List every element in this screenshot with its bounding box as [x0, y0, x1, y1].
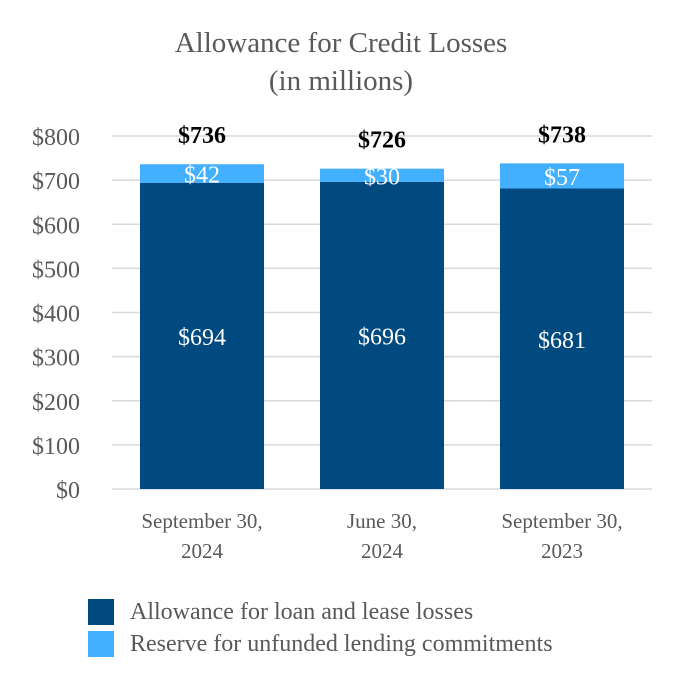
legend-item-unfunded: Reserve for unfunded lending commitments: [88, 628, 553, 660]
y-tick-label: $400: [32, 302, 80, 328]
bars: $694 $42 $736 $696 $30 $726 $681 $57 $738: [140, 122, 624, 490]
data-label-unfunded: $42: [184, 163, 220, 189]
total-label: $738: [538, 122, 586, 148]
y-tick-label: $500: [32, 257, 80, 283]
x-tick-label: June 30,: [347, 509, 417, 533]
x-tick-label: 2024: [181, 539, 224, 563]
y-tick-label: $600: [32, 213, 80, 239]
legend-item-loan-lease: Allowance for loan and lease losses: [88, 596, 553, 628]
y-tick-label: $300: [32, 346, 80, 372]
x-tick-label: 2023: [541, 539, 583, 563]
chart-subtitle: (in millions): [269, 65, 413, 97]
bar-unfunded: [320, 168, 444, 182]
y-tick-label: $200: [32, 390, 80, 416]
chart-title: Allowance for Credit Losses: [175, 27, 508, 59]
data-label-loan-lease: $694: [178, 325, 226, 351]
bar-loan-lease: [140, 182, 264, 489]
x-axis-labels: September 30, 2024 June 30, 2024 September 3…: [141, 509, 622, 563]
legend: Allowance for loan and lease losses Rese…: [88, 596, 553, 660]
legend-swatch-loan-lease: [88, 599, 114, 625]
data-label-unfunded: $57: [544, 165, 580, 191]
total-label: $726: [358, 128, 406, 154]
x-tick-label: 2024: [361, 539, 404, 563]
y-tick-label: $800: [32, 125, 80, 151]
data-label-unfunded: $30: [364, 164, 400, 190]
x-tick-label: September 30,: [501, 509, 622, 533]
legend-label-loan-lease: Allowance for loan and lease losses: [130, 598, 474, 625]
bar-unfunded: [140, 164, 264, 183]
y-tick-label: $700: [32, 169, 80, 195]
data-label-loan-lease: $681: [538, 328, 586, 354]
legend-swatch-unfunded: [88, 631, 114, 657]
total-label: $736: [178, 123, 226, 149]
y-tick-label: $100: [32, 434, 80, 460]
y-axis-ticks: $0 $100 $200 $300 $400 $500 $600 $700 $800: [32, 125, 80, 504]
legend-label-unfunded: Reserve for unfunded lending commitments: [130, 630, 553, 657]
bar-unfunded: [500, 163, 624, 189]
bar-loan-lease: [500, 188, 624, 490]
bar-loan-lease: [320, 181, 444, 489]
x-tick-label: September 30,: [141, 509, 262, 533]
y-tick-label: $0: [56, 478, 80, 504]
data-label-loan-lease: $696: [358, 324, 406, 350]
